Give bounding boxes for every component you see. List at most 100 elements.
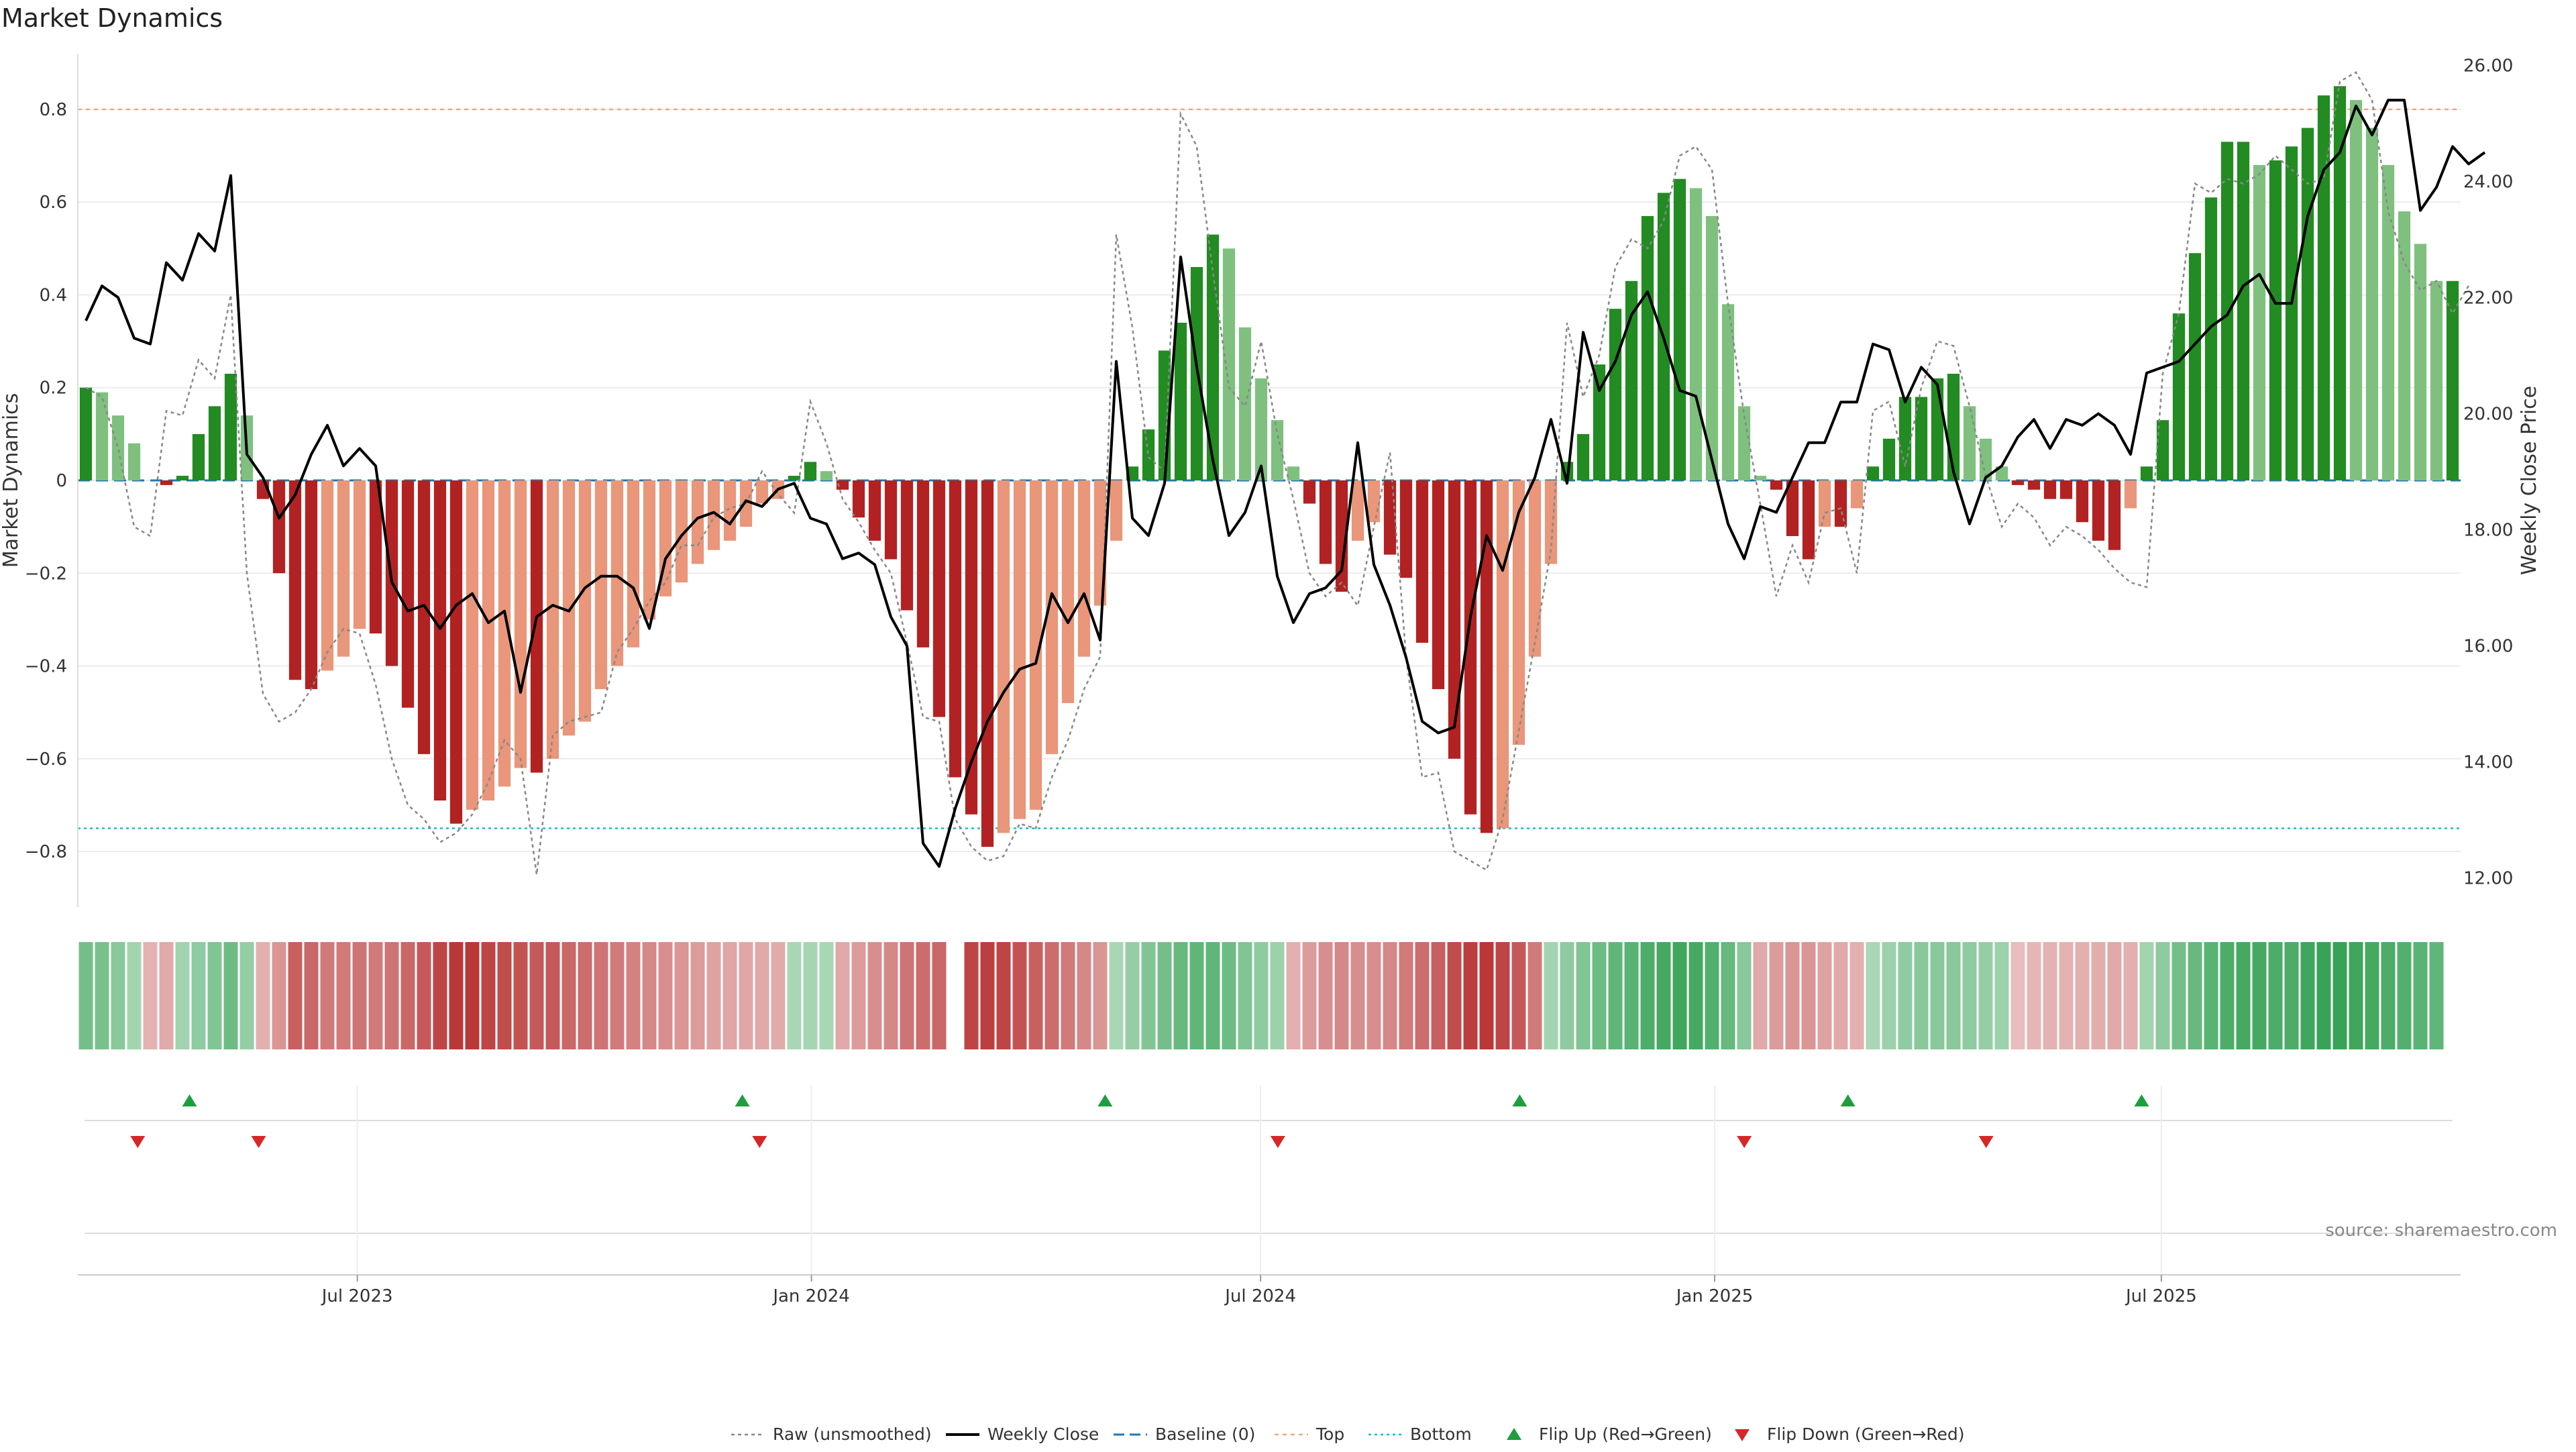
dynamics-bar: [498, 480, 511, 787]
heat-cell: [1608, 942, 1623, 1049]
dynamics-bar: [546, 480, 559, 759]
heat-cell: [1125, 942, 1140, 1049]
heat-cell: [368, 942, 383, 1049]
dynamics-bar: [1432, 480, 1445, 690]
y-left-tick-label: 0.4: [40, 285, 67, 305]
dynamics-bar: [1399, 480, 1413, 578]
dynamics-bar: [288, 480, 302, 680]
heat-cell: [2365, 942, 2379, 1049]
dynamics-bar: [723, 480, 737, 541]
heat-cell: [336, 942, 351, 1049]
dynamics-bar: [2285, 146, 2298, 480]
dynamics-bar: [79, 387, 93, 480]
heat-cell: [1415, 942, 1430, 1049]
heat-cell: [1463, 942, 1478, 1049]
heat-cell: [449, 942, 464, 1049]
heat-cell: [2123, 942, 2138, 1049]
heat-cell: [127, 942, 142, 1049]
heat-cell: [417, 942, 431, 1049]
heat-cell: [1318, 942, 1333, 1049]
heat-cell: [2236, 942, 2251, 1049]
legend-item-bottom: Bottom: [1368, 1424, 1472, 1444]
dynamics-bar: [2220, 142, 2234, 480]
heat-cell: [1882, 942, 1896, 1049]
dynamics-bar: [1287, 466, 1300, 480]
heat-cell: [1656, 942, 1671, 1049]
heat-cell: [400, 942, 415, 1049]
heat-cell: [272, 942, 286, 1049]
heat-cell: [2397, 942, 2412, 1049]
heat-cell: [95, 942, 109, 1049]
dynamics-bar: [127, 443, 141, 480]
heat-cell: [1028, 942, 1043, 1049]
dynamics-bar: [1593, 364, 1606, 480]
dynamics-bar: [675, 480, 688, 583]
dynamics-bar: [1979, 438, 1992, 480]
dynamics-bar: [1544, 480, 1558, 564]
heat-cell: [465, 942, 480, 1049]
legend-swatch: [1507, 1428, 1521, 1440]
dynamics-bar: [2204, 197, 2218, 480]
dynamics-bar: [1415, 480, 1429, 643]
dynamics-bar: [868, 480, 881, 541]
dynamics-bar: [1673, 178, 1686, 480]
dynamics-bar: [2140, 466, 2153, 480]
dynamics-bar: [2317, 95, 2330, 480]
heat-cell: [1833, 942, 1848, 1049]
heat-cell: [304, 942, 319, 1049]
dynamics-bar: [2237, 142, 2250, 480]
y-right-tick-label: 26.00: [2463, 56, 2513, 76]
dynamics-bar: [2156, 420, 2169, 480]
y-axis-right-label: Weekly Close Price: [2518, 386, 2541, 575]
flip-down-marker: [752, 1136, 767, 1148]
dynamics-bar: [900, 480, 914, 611]
dynamics-bar: [401, 480, 415, 708]
heat-cell: [1672, 942, 1687, 1049]
dynamics-bar: [95, 392, 109, 480]
dynamics-bar: [1013, 480, 1026, 819]
dynamics-bar: [1254, 378, 1268, 480]
heat-cell: [1366, 942, 1381, 1049]
heat-cell: [1511, 942, 1526, 1049]
flip-down-marker: [251, 1136, 266, 1148]
heat-cell: [674, 942, 689, 1049]
heat-cell: [2268, 942, 2283, 1049]
heat-cell: [2252, 942, 2267, 1049]
dynamics-bar: [224, 374, 237, 480]
dynamics-bar: [1721, 304, 1735, 480]
legend-item-flipup: Flip Up (Red→Green): [1507, 1424, 1712, 1444]
dynamics-bar: [1754, 476, 1767, 480]
dynamics-bar: [2414, 244, 2427, 480]
dynamics-bar: [1110, 480, 1123, 541]
heat-cell: [239, 942, 254, 1049]
heat-cell: [1383, 942, 1397, 1049]
dynamics-bar: [208, 406, 221, 480]
dynamics-bar: [1271, 420, 1284, 480]
heat-cell: [1914, 942, 1929, 1049]
dynamics-bar: [2092, 480, 2105, 541]
dynamics-bar: [1319, 480, 1332, 564]
heat-cell: [932, 942, 947, 1049]
dynamics-bar: [1689, 188, 1703, 480]
heat-cell: [1061, 942, 1075, 1049]
y-right-tick-label: 22.00: [2463, 288, 2513, 308]
heat-cell: [545, 942, 560, 1049]
dynamics-bar: [449, 480, 463, 824]
heat-cell: [658, 942, 673, 1049]
dynamics-bar: [1496, 480, 1509, 829]
heat-cell: [1527, 942, 1542, 1049]
axes: −0.8 −0.6 −0.4 −0.2 0 0.2 0.4 0.6 0.8 12.00 14.00 1…: [25, 54, 2513, 907]
dynamics-bar: [1351, 480, 1364, 541]
heat-cell: [819, 942, 834, 1049]
heat-cell: [851, 942, 866, 1049]
heat-cell: [2027, 942, 2041, 1049]
heat-cell: [642, 942, 657, 1049]
heat-cell: [1560, 942, 1574, 1049]
legend-label: Flip Up (Red→Green): [1539, 1424, 1712, 1444]
close-line: [85, 99, 2486, 868]
y-left-tick-label: −0.2: [25, 564, 67, 584]
heat-cell: [433, 942, 447, 1049]
dynamics-bar: [1898, 397, 1912, 480]
heat-cell: [1640, 942, 1655, 1049]
